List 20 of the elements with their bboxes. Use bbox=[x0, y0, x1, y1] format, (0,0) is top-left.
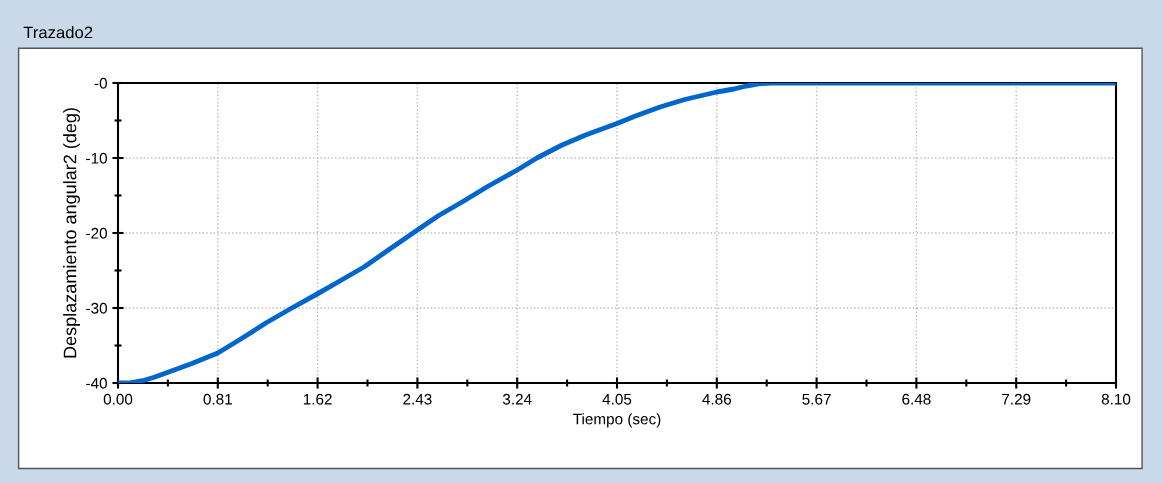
y-tick-label: -40 bbox=[86, 377, 107, 389]
y-tick-label: -30 bbox=[86, 302, 107, 314]
x-tick-label: 1.62 bbox=[303, 393, 332, 405]
x-tick-label: 7.29 bbox=[1002, 393, 1031, 405]
y-tick-label: -20 bbox=[86, 227, 107, 239]
x-tick-label: 6.48 bbox=[902, 393, 931, 405]
x-axis-title: Tiempo (sec) bbox=[573, 413, 661, 428]
x-tick-label: 0.81 bbox=[203, 393, 232, 405]
y-axis-title: Desplazamiento angular2 (deg) bbox=[63, 108, 80, 358]
x-tick-label: 8.10 bbox=[1101, 393, 1131, 405]
chart-title: Trazado2 bbox=[23, 26, 93, 39]
line-series bbox=[118, 83, 1116, 383]
x-tick-label: 5.67 bbox=[802, 393, 831, 405]
x-tick-label: 3.24 bbox=[502, 393, 532, 405]
y-tick-label: -10 bbox=[86, 152, 107, 164]
x-tick-label: 4.86 bbox=[702, 393, 731, 405]
x-tick-label: 0.00 bbox=[103, 393, 133, 405]
x-tick-label: 2.43 bbox=[403, 393, 432, 405]
x-tick-label: 4.05 bbox=[602, 393, 632, 405]
y-tick-label: -0 bbox=[94, 77, 107, 89]
